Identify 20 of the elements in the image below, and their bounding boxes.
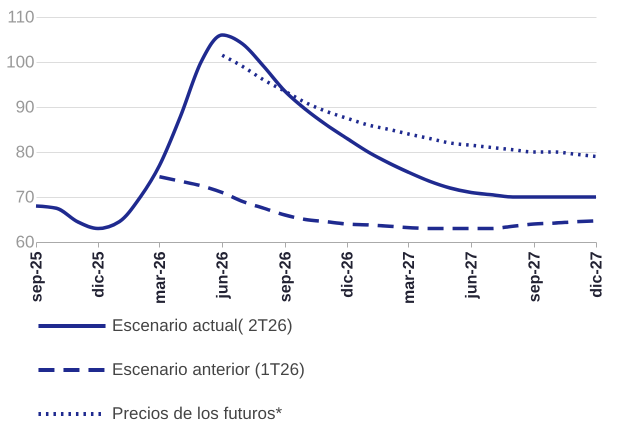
x-tick-label: sep-26 [277, 251, 294, 302]
x-tick-label: sep-27 [526, 251, 544, 302]
x-tick-label: dic-26 [340, 251, 357, 298]
line-series [34, 33, 598, 230]
legend-label: Precios de los futuros* [112, 404, 282, 423]
legend-label: Escenario anterior (1T26) [112, 360, 305, 379]
y-tick-label: 70 [16, 188, 34, 206]
y-tick-label: 60 [16, 232, 34, 252]
y-tick-label: 100 [6, 52, 34, 72]
x-tick-label: mar-26 [152, 251, 169, 304]
y-tick-label: 90 [16, 98, 34, 116]
x-tick-label: mar-27 [400, 251, 418, 304]
legend-label: Escenario actual( 2T26) [112, 316, 292, 335]
x-tick-label: jun-27 [464, 251, 481, 300]
x-tick-label: dic-25 [90, 251, 108, 298]
y-tick-label: 110 [7, 8, 34, 26]
x-tick-label: jun-26 [214, 251, 232, 300]
y-tick-label: 80 [16, 142, 34, 162]
x-tick-label: sep-25 [28, 251, 46, 302]
x-tick-label: dic-27 [588, 251, 606, 298]
